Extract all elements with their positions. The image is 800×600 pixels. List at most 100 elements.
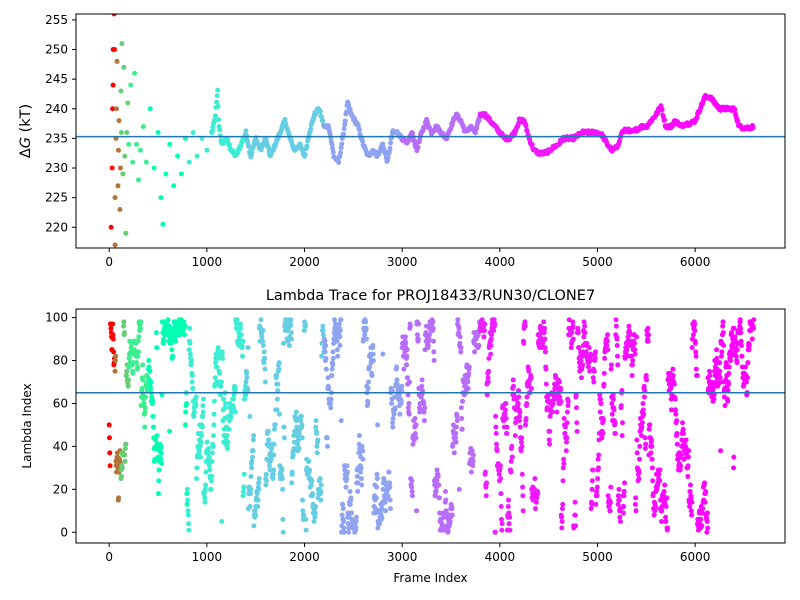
lambda-point xyxy=(624,347,630,353)
x-tick-label: 4000 xyxy=(485,550,516,564)
lambda-point xyxy=(298,418,304,424)
lambda-point xyxy=(166,323,172,329)
lambda-point xyxy=(535,491,541,497)
lambda-point xyxy=(718,448,724,454)
lambda-point xyxy=(108,325,114,331)
lambda-point xyxy=(107,463,113,469)
lambda-point xyxy=(719,353,725,359)
lambda-point xyxy=(314,443,320,449)
delta-g-point xyxy=(212,117,218,123)
lambda-point xyxy=(238,325,244,331)
lambda-point xyxy=(481,334,487,340)
lambda-point xyxy=(280,529,286,535)
lambda-point xyxy=(509,443,515,449)
lambda-point xyxy=(451,450,457,456)
delta-g-point xyxy=(735,118,741,124)
lambda-point xyxy=(320,332,326,338)
lambda-point xyxy=(683,437,689,443)
delta-g-point xyxy=(388,140,394,146)
lambda-point xyxy=(649,465,655,471)
lambda-point xyxy=(207,467,213,473)
lambda-point xyxy=(154,433,160,439)
lambda-point xyxy=(593,501,599,507)
lambda-point xyxy=(119,465,125,471)
delta-g-point xyxy=(110,82,116,88)
lambda-point xyxy=(152,437,158,443)
lambda-point xyxy=(595,476,601,482)
lambda-point xyxy=(218,392,224,398)
lambda-point xyxy=(688,508,694,514)
lambda-point xyxy=(250,448,256,454)
lambda-point xyxy=(414,508,420,514)
lambda-point xyxy=(112,368,118,374)
lambda-point xyxy=(356,433,362,439)
lambda-point xyxy=(404,375,410,381)
lambda-point xyxy=(200,409,206,415)
lambda-point xyxy=(670,373,676,379)
lambda-point xyxy=(636,476,642,482)
lambda-point xyxy=(572,499,578,505)
lambda-point xyxy=(516,394,522,400)
lambda-point xyxy=(503,400,509,406)
lambda-point xyxy=(345,521,351,527)
lambda-point xyxy=(403,340,409,346)
lambda-point xyxy=(743,379,749,385)
lambda-point xyxy=(288,321,294,327)
lambda-point xyxy=(612,431,618,437)
lambda-point xyxy=(491,327,497,333)
lambda-point xyxy=(324,435,330,441)
lambda-point xyxy=(247,413,253,419)
lambda-point xyxy=(436,495,442,501)
lambda-point xyxy=(204,439,210,445)
lambda-point xyxy=(389,388,395,394)
lambda-point xyxy=(604,342,610,348)
lambda-point xyxy=(374,471,380,477)
delta-g-point xyxy=(111,14,117,17)
delta-g-point xyxy=(190,129,196,135)
lambda-point xyxy=(677,467,683,473)
lambda-point xyxy=(255,504,261,510)
lambda-point xyxy=(249,454,255,460)
lambda-point xyxy=(686,448,692,454)
delta-g-point xyxy=(336,159,342,165)
lambda-point xyxy=(135,353,141,359)
lambda-point xyxy=(488,342,494,348)
lambda-point xyxy=(518,439,524,445)
delta-g-point xyxy=(217,133,223,139)
lambda-point xyxy=(360,456,366,462)
lambda-point xyxy=(248,486,254,492)
lambda-point xyxy=(275,388,281,394)
lambda-point xyxy=(168,340,174,346)
lambda-point xyxy=(671,381,677,387)
lambda-point xyxy=(370,358,376,364)
lambda-point xyxy=(485,379,491,385)
lambda-point xyxy=(738,338,744,344)
x-tick-label: 1000 xyxy=(192,255,223,269)
delta-g-point xyxy=(360,138,366,144)
lambda-point xyxy=(627,330,633,336)
lambda-point xyxy=(344,476,350,482)
lambda-point xyxy=(704,510,710,516)
lambda-point xyxy=(374,484,380,490)
delta-g-point xyxy=(140,124,146,130)
lambda-point xyxy=(256,476,262,482)
x-tick-label: 2000 xyxy=(289,255,320,269)
lambda-point xyxy=(359,482,365,488)
delta-g-point xyxy=(356,127,362,133)
lambda-point xyxy=(698,516,704,522)
delta-g-point xyxy=(249,150,255,156)
lambda-point xyxy=(645,325,651,331)
lambda-point xyxy=(578,375,584,381)
lambda-point xyxy=(110,336,116,342)
lambda-point xyxy=(347,501,353,507)
lambda-point xyxy=(334,338,340,344)
lambda-point xyxy=(466,370,472,376)
lambda-point xyxy=(323,342,329,348)
lambda-point xyxy=(165,317,171,323)
lambda-point xyxy=(394,377,400,383)
lambda-point xyxy=(209,473,215,479)
delta-g-point xyxy=(304,143,310,149)
lambda-point xyxy=(702,499,708,505)
lambda-point xyxy=(641,394,647,400)
lambda-point xyxy=(365,379,371,385)
